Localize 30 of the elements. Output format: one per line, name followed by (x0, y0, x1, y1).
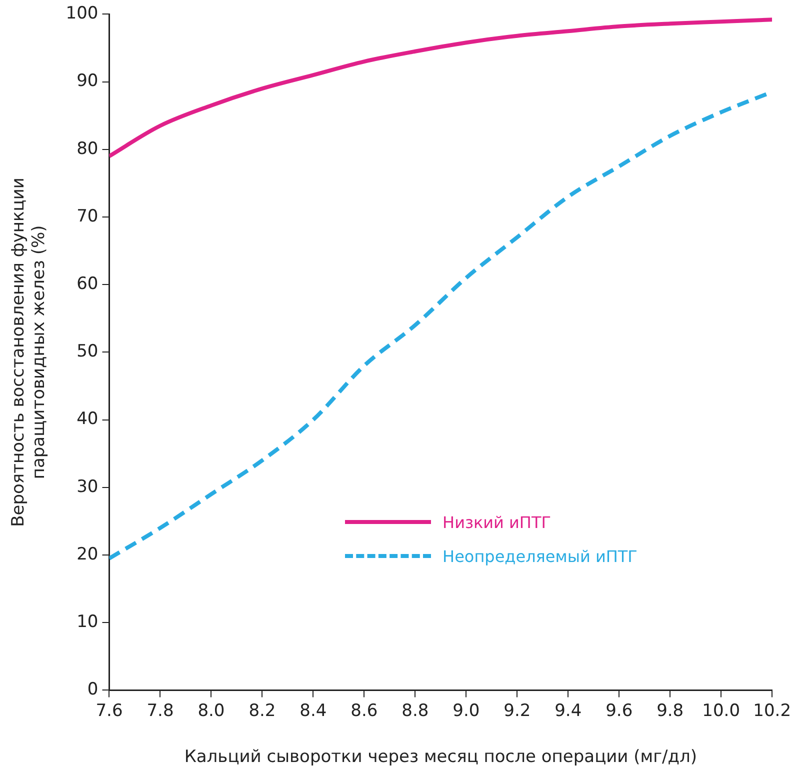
y-tick-label: 90 (76, 71, 98, 92)
x-tick-label: 10.0 (702, 700, 740, 721)
text: Неопределяемый иПТГ (442, 546, 638, 566)
x-tick-label: 8.8 (402, 700, 429, 721)
text: Низкий иПТГ (442, 512, 551, 532)
y-tick-label: 80 (76, 138, 98, 159)
y-tick-label: 0 (87, 680, 98, 700)
y-tick-label: 50 (76, 342, 98, 362)
x-axis-title: Кальций сыворотки через месяц после операции (мг/дл) (184, 747, 698, 768)
x-tick-label: 8.6 (350, 700, 378, 721)
x-tick-label: 8.2 (248, 700, 276, 721)
x-tick-label: 10.2 (753, 700, 792, 721)
y-tick-label: 70 (76, 206, 98, 226)
x-tick-label: 7.8 (146, 700, 174, 721)
y-tick-label: 30 (76, 476, 98, 497)
x-tick-label: 9.6 (606, 700, 633, 721)
x-tick-label: 7.6 (96, 700, 123, 721)
x-tick-label: 9.4 (554, 700, 582, 721)
x-tick-label: 9.8 (656, 700, 684, 721)
x-tick-label: 8.4 (300, 700, 327, 721)
y-tick-label: 40 (76, 409, 98, 430)
x-tick-label: 8.0 (198, 700, 225, 721)
y-tick-label: 60 (76, 274, 98, 294)
y-tick-label: 100 (66, 4, 98, 24)
line-series (109, 18, 772, 158)
x-tick-label: 9.2 (504, 700, 531, 721)
x-tick-label: 9.0 (452, 700, 480, 721)
y-tick-label: 20 (76, 544, 98, 564)
y-tick-label: 10 (76, 612, 98, 632)
y-axis-title: Вероятность восстановления функции паращитовидных желез (%) (8, 178, 50, 527)
